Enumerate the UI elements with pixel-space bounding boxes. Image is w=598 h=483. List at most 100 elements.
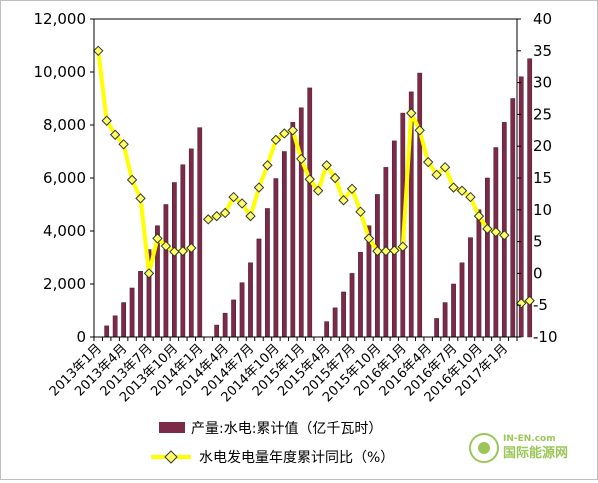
bar xyxy=(231,299,236,338)
line-point xyxy=(363,233,375,244)
y-left-tick-label: 2,000 xyxy=(43,275,86,293)
line-point xyxy=(380,245,392,257)
line-point xyxy=(406,107,417,119)
y-right-tick-label: 5 xyxy=(533,233,543,251)
legend-bar-label: 产量:水电:累计值（亿千瓦时） xyxy=(191,421,382,437)
line-point xyxy=(287,125,299,136)
bar xyxy=(349,273,355,338)
line-point xyxy=(389,245,400,256)
plot-area xyxy=(93,45,535,338)
line-point xyxy=(152,233,163,244)
y-left-tick-label: 10,000 xyxy=(34,63,87,81)
line-point xyxy=(372,245,383,257)
bar xyxy=(501,122,507,338)
bar xyxy=(298,107,304,338)
bar xyxy=(417,72,423,338)
line-point xyxy=(473,210,485,222)
bar xyxy=(518,76,524,338)
line-point xyxy=(228,191,239,203)
bar xyxy=(459,262,465,338)
y-right-tick-label: 0 xyxy=(533,264,543,282)
line-point xyxy=(93,45,104,57)
line-point xyxy=(143,268,155,279)
bar xyxy=(527,58,533,338)
bar xyxy=(341,291,346,338)
y-right-tick-label: 20 xyxy=(533,137,552,155)
legend: 产量:水电:累计值（亿千瓦时） 水电发电量年度累计同比（%） xyxy=(151,421,394,466)
line-point xyxy=(219,207,231,219)
bar xyxy=(239,282,245,338)
line-point xyxy=(304,174,315,185)
bar xyxy=(510,98,516,338)
y-left-tick-label: 4,000 xyxy=(43,222,86,240)
bar xyxy=(290,122,296,338)
bar xyxy=(451,283,456,338)
line-point xyxy=(490,226,502,238)
line-point xyxy=(414,125,425,136)
y-right-tick-label: 40 xyxy=(533,10,552,28)
line-point xyxy=(346,183,358,195)
y-left-tick-label: 8,000 xyxy=(43,116,86,134)
bar xyxy=(121,302,126,338)
y-right-tick-label: -10 xyxy=(533,328,558,346)
bar xyxy=(332,307,338,338)
watermark-logo-icon xyxy=(469,433,499,463)
line-point xyxy=(482,223,493,235)
line-point xyxy=(439,161,451,173)
bar xyxy=(112,315,118,338)
line-point xyxy=(397,241,408,252)
line-point xyxy=(296,153,307,165)
y-right-tick-label: -5 xyxy=(533,296,548,314)
line-point xyxy=(355,206,366,217)
bar xyxy=(281,151,287,338)
line-point xyxy=(465,191,476,203)
watermark-sub-text: IN-EN.com xyxy=(503,434,556,444)
line-point xyxy=(279,128,290,139)
series-line xyxy=(96,50,192,276)
line-point xyxy=(499,230,510,241)
y-right-tick-label: 15 xyxy=(533,169,552,187)
bar xyxy=(129,287,135,338)
legend-bar-swatch xyxy=(159,422,185,433)
watermark-logo: IN-EN.com 国际能源网 xyxy=(469,433,568,463)
y-right-tick-label: 30 xyxy=(533,74,552,92)
line-point xyxy=(211,210,222,222)
line-point xyxy=(160,240,172,252)
bar xyxy=(163,204,169,338)
line-point xyxy=(135,193,146,204)
y-left-tick-label: 6,000 xyxy=(43,169,86,187)
watermark-main-text: 国际能源网 xyxy=(503,445,568,461)
line-point xyxy=(203,214,214,225)
line-point xyxy=(524,295,535,306)
line-point xyxy=(101,115,112,126)
bar xyxy=(358,251,363,338)
line-point xyxy=(422,156,434,168)
bar xyxy=(307,87,313,338)
y-right-tick-label: 25 xyxy=(533,105,552,123)
line-point xyxy=(448,182,459,193)
line-point xyxy=(270,134,282,146)
y-left-tick-label: 12,000 xyxy=(34,10,87,28)
watermark-logo-dot xyxy=(478,442,490,454)
line-point xyxy=(118,139,129,150)
line-point xyxy=(456,185,468,196)
line-point xyxy=(245,210,256,222)
line-point xyxy=(253,182,265,193)
axes: 0 2,000 4,000 6,000 8,000 10,000 12,000 -10 -5 0 5… xyxy=(34,10,558,405)
line-point xyxy=(262,160,273,171)
bar xyxy=(442,302,448,338)
line-point xyxy=(126,174,138,186)
legend-line-label: 水电发电量年度累计同比（%） xyxy=(199,450,394,466)
line-point xyxy=(169,246,180,257)
line-point xyxy=(177,245,189,257)
bar xyxy=(248,262,253,338)
bar xyxy=(468,237,473,338)
bar xyxy=(104,325,110,338)
line-point xyxy=(236,198,248,209)
bar xyxy=(434,318,439,338)
bar xyxy=(273,178,279,338)
line-point xyxy=(431,169,442,181)
legend-line-marker xyxy=(164,450,178,464)
